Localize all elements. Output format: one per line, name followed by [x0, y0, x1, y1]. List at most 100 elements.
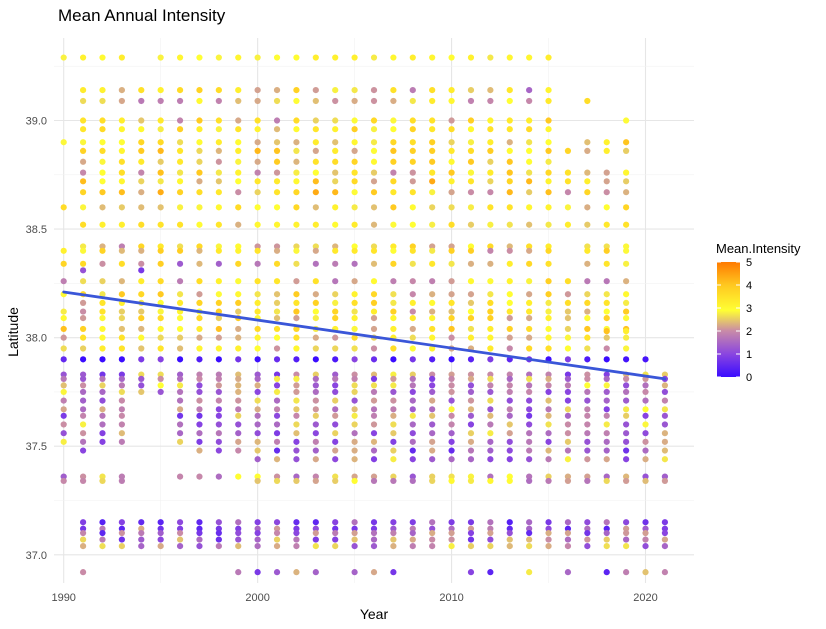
data-point — [545, 519, 552, 526]
data-point — [584, 299, 591, 307]
data-point — [196, 334, 203, 341]
data-point — [661, 421, 669, 428]
data-point — [99, 519, 106, 526]
data-point — [467, 421, 475, 428]
data-point — [196, 278, 203, 285]
data-point — [60, 247, 67, 254]
data-point — [215, 314, 222, 322]
data-point — [448, 247, 455, 254]
data-point — [312, 421, 319, 428]
data-point — [79, 519, 87, 526]
data-point — [487, 260, 494, 267]
data-point — [487, 147, 494, 155]
data-point — [603, 382, 610, 389]
data-point — [332, 382, 339, 389]
data-point — [526, 325, 533, 333]
data-point — [584, 139, 591, 146]
data-point — [312, 308, 319, 315]
data-point — [623, 473, 630, 480]
data-point — [370, 536, 378, 543]
data-point — [176, 97, 184, 105]
data-point — [312, 243, 319, 250]
data-point — [215, 169, 222, 176]
data-point — [603, 536, 610, 543]
data-point — [409, 260, 416, 267]
data-point — [623, 147, 630, 155]
data-point — [196, 406, 203, 413]
data-point — [196, 221, 203, 228]
data-point — [312, 542, 319, 550]
data-point — [293, 221, 300, 228]
data-point — [215, 536, 222, 543]
data-point — [429, 299, 436, 307]
data-point — [545, 430, 552, 437]
data-point — [584, 412, 591, 419]
data-point — [564, 371, 572, 378]
data-point — [293, 345, 300, 352]
data-point — [429, 221, 436, 228]
data-point — [215, 278, 222, 285]
data-point — [564, 406, 572, 413]
data-point — [526, 260, 533, 267]
data-point — [545, 412, 552, 419]
data-point — [176, 371, 184, 378]
data-point — [623, 247, 630, 254]
data-point — [409, 382, 416, 389]
data-point — [254, 397, 261, 404]
data-point — [545, 147, 552, 155]
data-point — [79, 169, 87, 176]
data-point — [60, 325, 67, 333]
data-point — [487, 473, 494, 480]
data-point — [351, 247, 358, 254]
data-point — [196, 204, 203, 211]
data-point — [138, 260, 145, 267]
data-point — [448, 356, 455, 363]
data-point — [390, 375, 397, 382]
data-point — [196, 421, 203, 428]
data-point — [138, 204, 145, 211]
data-point — [623, 519, 630, 526]
data-point — [332, 147, 339, 155]
data-point — [351, 477, 358, 485]
data-point — [138, 382, 145, 389]
data-point — [564, 456, 572, 463]
data-point — [235, 388, 242, 396]
data-point — [118, 54, 125, 61]
data-point — [506, 178, 513, 185]
data-point — [506, 375, 513, 382]
data-point — [603, 278, 610, 285]
data-point — [370, 97, 378, 105]
data-point — [545, 260, 552, 267]
data-point — [351, 221, 358, 228]
data-point — [584, 371, 591, 378]
data-point — [390, 447, 397, 454]
data-point — [390, 189, 397, 196]
data-point — [526, 204, 533, 211]
data-point — [332, 542, 339, 550]
data-point — [254, 147, 261, 155]
data-point — [312, 126, 319, 133]
data-point — [623, 430, 630, 437]
data-point — [584, 308, 591, 315]
data-point — [429, 54, 436, 61]
data-point — [215, 375, 222, 382]
data-point — [623, 334, 630, 341]
data-point — [564, 291, 572, 298]
data-point — [99, 388, 106, 396]
data-point — [370, 247, 378, 254]
data-point — [235, 87, 242, 94]
data-point — [157, 529, 164, 537]
data-point — [215, 371, 222, 378]
data-point — [293, 382, 300, 389]
data-point — [60, 412, 67, 419]
data-point — [332, 221, 339, 228]
data-point — [409, 412, 416, 419]
data-point — [370, 117, 378, 124]
data-point — [235, 569, 242, 576]
data-point — [351, 525, 358, 532]
data-point — [584, 375, 591, 382]
data-point — [526, 447, 533, 454]
data-point — [506, 139, 513, 146]
data-point — [584, 529, 591, 537]
data-point — [487, 397, 494, 404]
